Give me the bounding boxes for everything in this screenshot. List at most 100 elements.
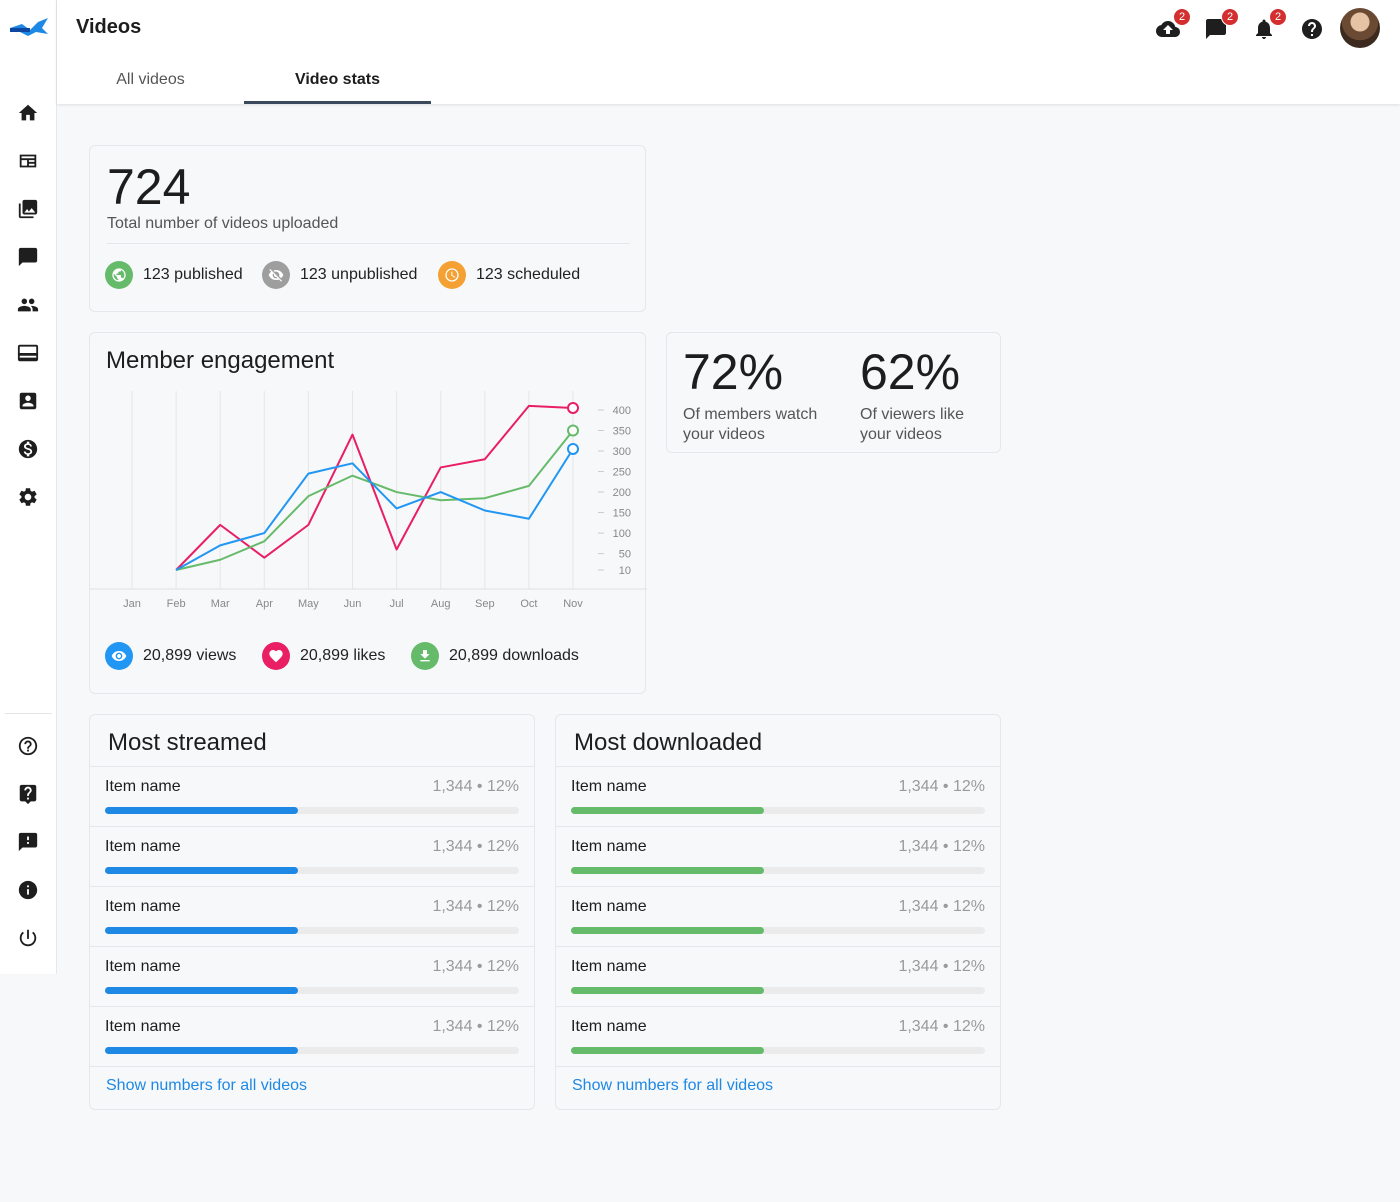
help-outline-icon[interactable] [16, 734, 40, 758]
progress-track [105, 1047, 519, 1054]
y-tick-label: 10 [619, 565, 631, 577]
progress-track [105, 807, 519, 814]
total-videos-label: Total number of videos uploaded [107, 215, 339, 232]
notifications-badge: 2 [1269, 8, 1287, 26]
y-tick-label: 50 [619, 549, 631, 561]
progress-fill [571, 987, 764, 994]
progress-track [571, 927, 985, 934]
user-avatar[interactable] [1340, 8, 1380, 48]
tab-video-stats[interactable]: Video stats [244, 56, 431, 104]
dashboard-icon[interactable] [16, 149, 40, 173]
notifications-bell-icon[interactable]: 2 [1251, 8, 1287, 42]
series-line-2 [175, 448, 574, 571]
item-stat: 1,344 • 12% [432, 778, 519, 795]
monetization-icon[interactable] [16, 437, 40, 461]
x-tick-label: Jul [390, 598, 404, 610]
visibility-off-icon [262, 261, 290, 289]
series-end-point-2 [567, 442, 579, 455]
progress-fill [571, 927, 764, 934]
upload-badge: 2 [1173, 8, 1191, 26]
upload-cloud-icon[interactable]: 2 [1155, 8, 1191, 42]
item-stat: 1,344 • 12% [432, 898, 519, 915]
most-downloaded-header: Most downloaded [556, 715, 1000, 767]
x-tick-label: Aug [431, 598, 451, 610]
like-label: Of viewers like your videos [860, 405, 964, 445]
list-item[interactable]: Item name 1,344 • 12% [90, 1007, 534, 1067]
percentage-card: 72% Of members watch your videos 62% Of … [666, 332, 1001, 453]
item-stat: 1,344 • 12% [898, 898, 985, 915]
info-icon[interactable] [16, 878, 40, 902]
feedback-icon[interactable] [16, 830, 40, 854]
x-tick-label: Sep [475, 598, 495, 610]
item-stat: 1,344 • 12% [432, 958, 519, 975]
x-tick-label: Mar [211, 598, 230, 610]
list-item[interactable]: Item name 1,344 • 12% [556, 1007, 1000, 1067]
x-tick-label: Jan [123, 598, 141, 610]
settings-icon[interactable] [16, 485, 40, 509]
item-stat: 1,344 • 12% [898, 778, 985, 795]
list-item[interactable]: Item name 1,344 • 12% [90, 767, 534, 827]
list-item[interactable]: Item name 1,344 • 12% [556, 827, 1000, 887]
downloaded-show-all-link[interactable]: Show numbers for all videos [572, 1077, 773, 1094]
x-tick-label: Oct [520, 598, 537, 610]
most-downloaded-card: Most downloaded Item name 1,344 • 12% Item… [555, 714, 1001, 1110]
featured-video-icon[interactable] [16, 341, 40, 365]
home-icon[interactable] [16, 101, 40, 125]
sidebar-divider [5, 713, 52, 714]
watch-label: Of members watch your videos [683, 405, 817, 445]
chat-icon[interactable] [16, 245, 40, 269]
x-tick-label: May [298, 598, 319, 610]
x-tick-label: Jun [344, 598, 362, 610]
progress-fill [105, 987, 298, 994]
item-name: Item name [571, 958, 647, 975]
like-label-line-1: Of viewers like [860, 406, 965, 423]
engagement-line-chart: Jan Feb Mar Apr May Jun Jul Aug Sep Oct Nov 10 50 100… [90, 391, 647, 610]
list-item[interactable]: Item name 1,344 • 12% [556, 947, 1000, 1007]
series-line-1 [175, 429, 574, 571]
unpublished-status: 123 unpublished [262, 261, 417, 289]
progress-fill [105, 927, 298, 934]
list-item[interactable]: Item name 1,344 • 12% [90, 947, 534, 1007]
y-tick-label: 150 [613, 508, 631, 520]
y-tick-label: 400 [613, 405, 631, 417]
item-name: Item name [105, 898, 181, 915]
views-stat: 20,899 views [105, 642, 236, 670]
progress-track [105, 867, 519, 874]
scheduled-status: 123 scheduled [438, 261, 580, 289]
people-icon[interactable] [16, 293, 40, 317]
list-item[interactable]: Item name 1,344 • 12% [90, 827, 534, 887]
downloads-stat: 20,899 downloads [411, 642, 579, 670]
most-downloaded-title: Most downloaded [574, 729, 763, 756]
unpublished-label: 123 unpublished [300, 266, 418, 283]
series-end-point-1 [567, 424, 579, 437]
list-item[interactable]: Item name 1,344 • 12% [556, 767, 1000, 827]
like-label-line-2: your videos [860, 426, 942, 443]
account-box-icon[interactable] [16, 389, 40, 413]
item-stat: 1,344 • 12% [898, 838, 985, 855]
list-item[interactable]: Item name 1,344 • 12% [556, 887, 1000, 947]
videos-summary-card: 724 Total number of videos uploaded 123 … [89, 145, 646, 312]
messages-icon[interactable]: 2 [1203, 8, 1239, 42]
engagement-title: Member engagement [106, 347, 335, 374]
help-icon[interactable] [1299, 16, 1325, 42]
x-tick-label: Nov [563, 598, 583, 610]
power-icon[interactable] [16, 926, 40, 950]
list-item[interactable]: Item name 1,344 • 12% [90, 887, 534, 947]
item-name: Item name [571, 898, 647, 915]
progress-fill [571, 867, 764, 874]
progress-track [571, 987, 985, 994]
live-help-icon[interactable] [16, 782, 40, 806]
likes-stat: 20,899 likes [262, 642, 385, 670]
progress-track [105, 987, 519, 994]
progress-fill [105, 867, 298, 874]
progress-fill [571, 1047, 764, 1054]
tab-all-videos[interactable]: All videos [116, 71, 185, 88]
photo-library-icon[interactable] [16, 197, 40, 221]
item-name: Item name [105, 778, 181, 795]
downloads-label: 20,899 downloads [449, 647, 579, 664]
heart-icon [262, 642, 290, 670]
download-icon [411, 642, 439, 670]
brand-logo[interactable] [8, 14, 50, 40]
item-name: Item name [571, 1018, 647, 1035]
streamed-show-all-link[interactable]: Show numbers for all videos [106, 1077, 307, 1094]
